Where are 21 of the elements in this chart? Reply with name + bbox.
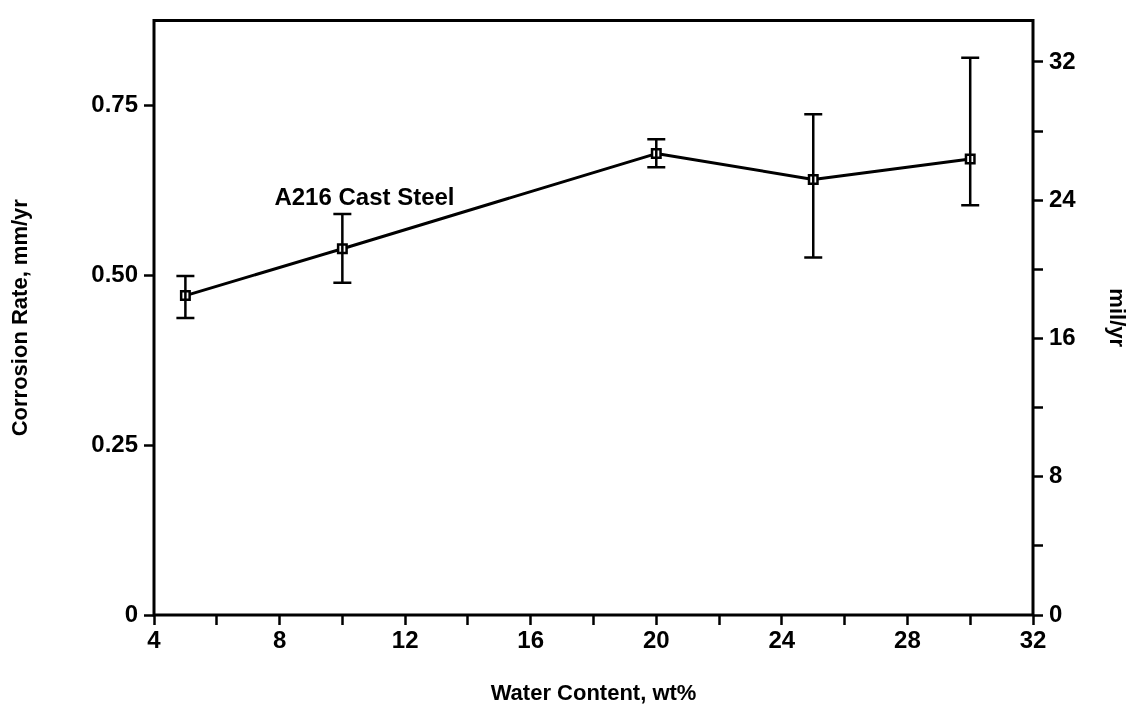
series-label: A216 Cast Steel bbox=[274, 182, 455, 210]
y2-tick-label: 16 bbox=[1049, 323, 1076, 351]
y2-tick-label: 0 bbox=[1049, 599, 1063, 627]
x-tick-label: 24 bbox=[768, 626, 796, 654]
x-tick-label: 28 bbox=[894, 626, 921, 654]
x-tick-label: 32 bbox=[1019, 626, 1047, 654]
x-axis-title: Water Content, wt% bbox=[490, 679, 697, 705]
x-tick-label: 20 bbox=[642, 626, 670, 654]
y2-tick-label: 24 bbox=[1049, 184, 1077, 212]
x-tick-label: 16 bbox=[517, 626, 545, 654]
y2-tick-label: 32 bbox=[1049, 46, 1076, 74]
x-tick-label: 8 bbox=[272, 626, 287, 654]
y-axis-title: Corrosion Rate, mm/yr bbox=[7, 198, 33, 437]
y-tick-label: 0.25 bbox=[91, 429, 138, 457]
y-tick-label: 0.50 bbox=[91, 259, 138, 287]
y-tick-label: 0.75 bbox=[91, 89, 138, 117]
y-tick-label: 0 bbox=[124, 599, 138, 627]
x-tick-label: 4 bbox=[147, 626, 162, 654]
x-tick-label: 12 bbox=[391, 626, 419, 654]
y2-tick-label: 8 bbox=[1049, 461, 1063, 489]
y2-axis-title: mil/yr bbox=[1104, 288, 1130, 348]
